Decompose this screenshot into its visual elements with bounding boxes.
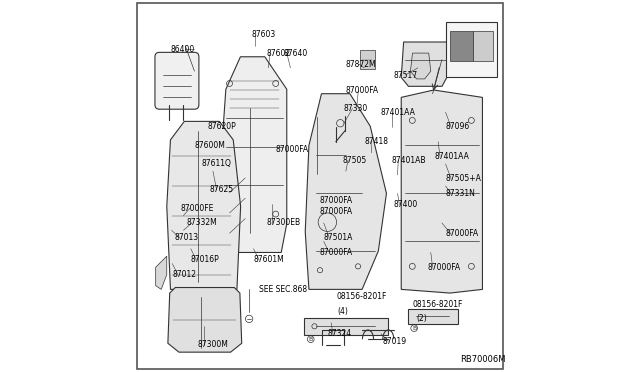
Polygon shape [410, 53, 431, 79]
Text: (4): (4) [337, 307, 348, 316]
Text: 87000FA: 87000FA [346, 86, 379, 94]
Polygon shape [401, 90, 483, 293]
Text: B: B [412, 326, 416, 331]
Text: 87000FA: 87000FA [320, 196, 353, 205]
Text: 87096: 87096 [445, 122, 470, 131]
Text: 87401AA: 87401AA [381, 108, 416, 117]
Text: 87401AB: 87401AB [392, 155, 426, 165]
Text: 87603: 87603 [252, 30, 276, 39]
Text: 87505: 87505 [342, 155, 367, 165]
Text: 87331N: 87331N [445, 189, 476, 198]
Text: 87330: 87330 [344, 104, 368, 113]
Text: 87418: 87418 [364, 137, 388, 146]
Text: 87625: 87625 [209, 185, 234, 194]
Text: 87505+A: 87505+A [445, 174, 481, 183]
Text: 87019: 87019 [383, 337, 407, 346]
Polygon shape [401, 42, 449, 86]
Text: 87012: 87012 [172, 270, 196, 279]
Text: 87501A: 87501A [324, 233, 353, 242]
FancyBboxPatch shape [445, 22, 497, 77]
Text: 87000FA: 87000FA [445, 230, 479, 238]
Text: 87000FA: 87000FA [427, 263, 460, 272]
Text: 87620P: 87620P [207, 122, 236, 131]
Text: 87000FA: 87000FA [320, 248, 353, 257]
Text: 08156-8201F: 08156-8201F [337, 292, 387, 301]
FancyBboxPatch shape [451, 31, 474, 61]
FancyBboxPatch shape [360, 50, 374, 69]
FancyBboxPatch shape [408, 309, 458, 324]
Text: SEE SEC.868: SEE SEC.868 [259, 285, 307, 294]
Text: 87517: 87517 [394, 71, 418, 80]
Text: 87000FA: 87000FA [320, 207, 353, 217]
Text: 87602: 87602 [266, 49, 291, 58]
Polygon shape [218, 57, 287, 253]
Polygon shape [167, 121, 241, 289]
Text: 87400: 87400 [394, 200, 418, 209]
Text: 87300M: 87300M [197, 340, 228, 349]
Text: 87000FA: 87000FA [276, 145, 309, 154]
Text: 87611Q: 87611Q [201, 159, 231, 169]
FancyBboxPatch shape [473, 31, 493, 61]
Polygon shape [305, 94, 387, 289]
Text: 87332M: 87332M [186, 218, 217, 227]
Text: 87016P: 87016P [191, 255, 220, 264]
Text: 87300EB: 87300EB [266, 218, 301, 227]
Text: 87640: 87640 [283, 49, 307, 58]
Text: 08156-8201F: 08156-8201F [412, 300, 463, 309]
Polygon shape [168, 288, 242, 352]
Text: 87600M: 87600M [195, 141, 225, 150]
Text: 86400: 86400 [170, 45, 195, 54]
Text: 87324: 87324 [328, 329, 351, 338]
Text: 87401AA: 87401AA [435, 152, 469, 161]
Text: B: B [308, 337, 313, 342]
Polygon shape [156, 256, 167, 289]
Text: RB70006M: RB70006M [460, 355, 506, 364]
Text: 87013: 87013 [174, 233, 198, 242]
Text: (2): (2) [416, 314, 427, 323]
FancyBboxPatch shape [155, 52, 199, 109]
Text: 87872M: 87872M [346, 60, 376, 69]
FancyBboxPatch shape [304, 318, 388, 335]
Text: 87000FE: 87000FE [181, 203, 214, 213]
Text: 87601M: 87601M [253, 255, 284, 264]
